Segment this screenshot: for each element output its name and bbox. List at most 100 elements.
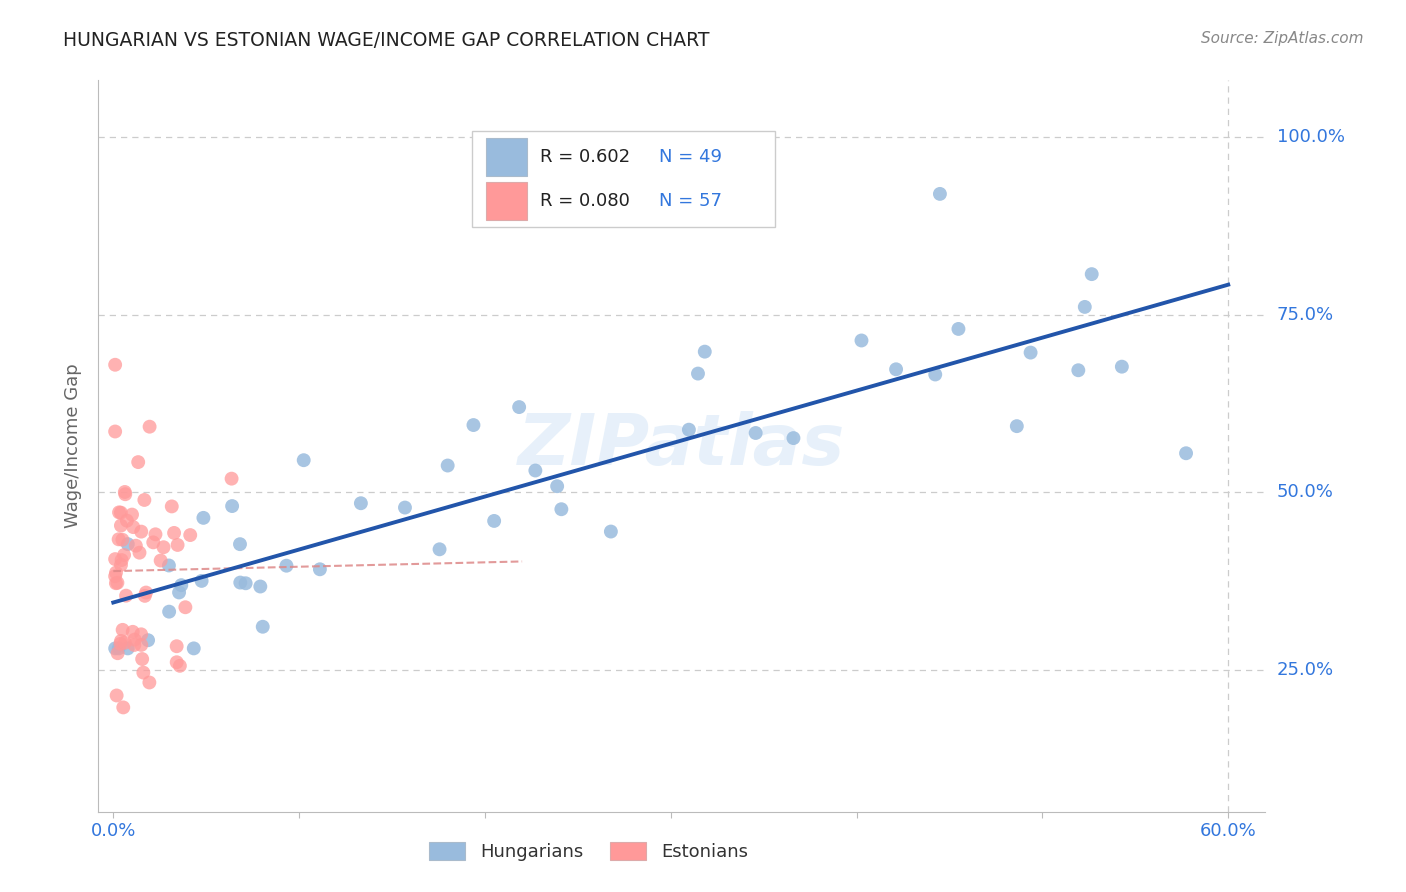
Legend: Hungarians, Estonians: Hungarians, Estonians (422, 835, 755, 869)
Point (782, 431, 804, 445)
Point (221, 472, 243, 486)
Point (125, 539, 148, 553)
Point (166, 639, 188, 653)
Point (136, 633, 159, 648)
Point (115, 589, 138, 603)
Point (229, 537, 252, 551)
Point (107, 533, 129, 547)
Point (1111, 359, 1133, 374)
Point (135, 585, 157, 599)
Point (190, 574, 212, 588)
Point (157, 605, 180, 619)
Point (429, 542, 451, 557)
Text: HUNGARIAN VS ESTONIAN WAGE/INCOME GAP CORRELATION CHART: HUNGARIAN VS ESTONIAN WAGE/INCOME GAP CO… (63, 31, 710, 50)
Point (394, 500, 416, 515)
Text: N = 49: N = 49 (658, 148, 721, 166)
Point (276, 558, 298, 573)
Text: Source: ZipAtlas.com: Source: ZipAtlas.com (1201, 31, 1364, 46)
Point (104, 641, 127, 656)
Point (292, 453, 315, 467)
Text: R = 0.602: R = 0.602 (540, 148, 630, 166)
Point (678, 423, 700, 437)
Point (111, 533, 134, 547)
Point (104, 576, 127, 591)
Point (124, 632, 146, 647)
Point (121, 624, 143, 639)
Point (110, 553, 132, 567)
Point (110, 506, 132, 520)
Point (107, 575, 129, 590)
Text: R = 0.080: R = 0.080 (540, 192, 630, 210)
Point (546, 479, 568, 493)
Point (114, 636, 136, 650)
Point (134, 589, 156, 603)
Point (127, 455, 149, 469)
Y-axis label: Wage/Income Gap: Wage/Income Gap (65, 364, 83, 528)
Point (851, 334, 873, 348)
Point (122, 520, 145, 534)
Point (174, 600, 197, 615)
Point (104, 552, 127, 566)
Point (1074, 300, 1097, 314)
Point (169, 658, 191, 673)
Point (104, 569, 127, 583)
Text: 25.0%: 25.0% (1277, 661, 1334, 679)
Text: ZIPatlas: ZIPatlas (519, 411, 845, 481)
Point (112, 548, 135, 562)
Point (744, 425, 766, 440)
Point (686, 367, 709, 381)
Point (160, 500, 183, 514)
Point (157, 558, 180, 573)
Point (115, 514, 138, 528)
Point (112, 700, 135, 714)
Point (436, 458, 458, 473)
FancyBboxPatch shape (472, 131, 775, 227)
Point (107, 646, 129, 660)
Point (252, 620, 274, 634)
Point (149, 553, 172, 567)
Point (924, 368, 946, 382)
Point (121, 508, 143, 522)
Point (104, 425, 127, 439)
Point (1005, 419, 1028, 434)
Point (482, 514, 505, 528)
Point (235, 576, 257, 591)
Point (1067, 363, 1090, 377)
Point (550, 502, 572, 516)
Text: N = 57: N = 57 (658, 192, 721, 210)
Point (124, 638, 146, 652)
Point (693, 344, 716, 359)
Point (929, 186, 952, 201)
Point (179, 528, 201, 542)
Point (105, 566, 128, 580)
FancyBboxPatch shape (486, 182, 527, 220)
Point (114, 485, 136, 500)
Point (463, 418, 485, 433)
Point (110, 637, 132, 651)
Point (166, 655, 188, 669)
Point (163, 525, 186, 540)
Point (129, 638, 152, 652)
Text: 50.0%: 50.0% (1277, 483, 1333, 501)
Point (183, 641, 205, 656)
Point (884, 362, 907, 376)
Point (1175, 446, 1198, 460)
Point (131, 652, 153, 666)
Point (138, 675, 160, 690)
Point (249, 580, 271, 594)
Point (110, 634, 132, 648)
Point (110, 518, 132, 533)
Point (350, 496, 373, 510)
Point (1019, 345, 1042, 359)
Point (170, 578, 193, 592)
Point (117, 641, 139, 656)
Point (132, 665, 155, 680)
Point (145, 527, 167, 541)
Point (110, 558, 132, 572)
Point (134, 492, 156, 507)
Point (152, 540, 174, 554)
Point (524, 463, 547, 477)
FancyBboxPatch shape (486, 138, 527, 176)
Text: 75.0%: 75.0% (1277, 306, 1334, 324)
Point (166, 538, 188, 552)
